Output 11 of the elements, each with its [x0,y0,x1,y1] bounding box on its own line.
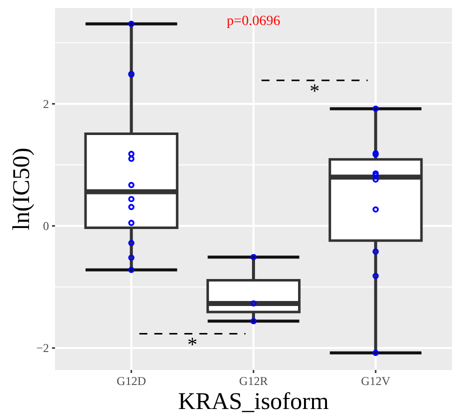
x-tick-label: G12R [239,374,268,388]
annotation: * [310,80,320,102]
y-axis-title: ln(IC50) [9,148,35,230]
y-tick-label: 2 [43,96,49,111]
annotation: p=0.0696 [226,14,280,29]
annotation: * [187,334,198,356]
x-tick-label: G12V [360,374,391,388]
y-tick-label: −2 [36,341,49,356]
y-tick-label: 0 [43,218,49,233]
x-axis-title: KRAS_isoform [178,389,330,414]
x-tick-label: G12D [116,374,146,388]
